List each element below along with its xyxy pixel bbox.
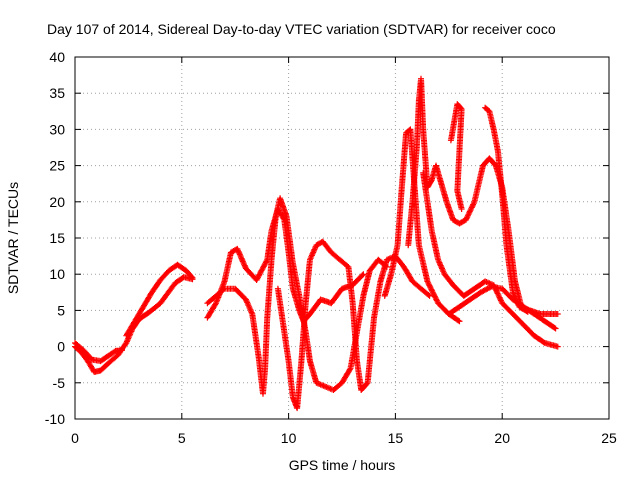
series-markers	[274, 238, 433, 412]
series-track-i	[420, 169, 561, 350]
series-markers	[420, 169, 561, 350]
x-tick-labels: 0 5 10 15 20 25	[71, 430, 617, 446]
y-tick-label: 25	[49, 158, 65, 174]
y-tick-label: 10	[49, 266, 65, 282]
series-track-j	[445, 283, 559, 332]
chart-title: Day 107 of 2014, Sidereal Day-to-day VTE…	[47, 21, 556, 37]
series-track-l	[447, 101, 465, 213]
y-tick-label: 0	[57, 339, 65, 355]
x-tick-label: 0	[71, 430, 79, 446]
series-markers	[445, 283, 559, 332]
axis-ticks	[74, 56, 610, 420]
x-tick-label: 15	[388, 430, 404, 446]
y-tick-labels: -10 -5 0 5 10 15 20 25 30 35 40	[45, 49, 65, 427]
series-markers	[123, 261, 196, 339]
y-tick-label: 30	[49, 121, 65, 137]
y-tick-label: 40	[49, 49, 65, 65]
series-track-c	[123, 261, 196, 339]
y-tick-label: 15	[49, 230, 65, 246]
series-markers	[204, 195, 390, 397]
x-tick-label: 25	[601, 430, 617, 446]
y-axis-label: SDTVAR / TECUs	[5, 182, 21, 294]
y-tick-label: 20	[49, 194, 65, 210]
x-tick-label: 5	[178, 430, 186, 446]
series-markers	[72, 340, 125, 365]
x-tick-label: 10	[281, 430, 297, 446]
y-tick-label: -5	[53, 375, 66, 391]
y-tick-label: -10	[45, 411, 65, 427]
series-markers	[482, 104, 531, 315]
series-markers	[381, 126, 463, 325]
series-markers	[447, 101, 465, 213]
x-tick-label: 20	[494, 430, 510, 446]
grid	[75, 57, 609, 419]
series-track-k	[482, 104, 531, 315]
y-tick-label: 5	[57, 302, 65, 318]
data-marks	[72, 75, 561, 412]
series-track-b	[72, 340, 125, 365]
y-tick-label: 35	[49, 85, 65, 101]
series-track-f	[274, 238, 433, 412]
series-track-g	[381, 126, 463, 325]
series-track-e	[204, 195, 390, 397]
x-axis-label: GPS time / hours	[289, 457, 396, 473]
